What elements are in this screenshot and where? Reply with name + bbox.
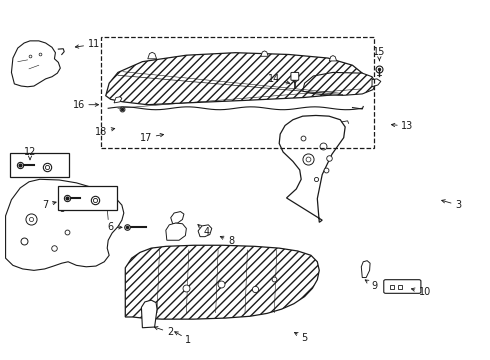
Polygon shape <box>148 52 157 59</box>
Text: 5: 5 <box>294 332 307 343</box>
Polygon shape <box>372 79 381 87</box>
Text: 8: 8 <box>220 236 234 246</box>
Polygon shape <box>5 179 124 270</box>
Polygon shape <box>114 97 122 103</box>
Polygon shape <box>171 212 184 224</box>
FancyBboxPatch shape <box>58 186 117 211</box>
Text: 2: 2 <box>154 327 173 337</box>
Polygon shape <box>106 53 363 105</box>
Text: 15: 15 <box>373 46 386 61</box>
Polygon shape <box>11 41 60 87</box>
Polygon shape <box>261 51 268 56</box>
Text: 18: 18 <box>95 127 115 136</box>
Polygon shape <box>279 116 345 222</box>
Text: 14: 14 <box>268 74 290 84</box>
Text: 12: 12 <box>24 147 36 160</box>
Text: 9: 9 <box>365 280 377 291</box>
Text: 10: 10 <box>412 287 431 297</box>
Polygon shape <box>303 72 376 95</box>
Text: 6: 6 <box>107 222 122 232</box>
Text: 3: 3 <box>441 200 461 210</box>
Polygon shape <box>329 55 337 61</box>
FancyBboxPatch shape <box>291 72 299 80</box>
Text: 16: 16 <box>73 100 98 110</box>
Text: 11: 11 <box>75 40 100 49</box>
Text: 13: 13 <box>392 121 414 131</box>
FancyBboxPatch shape <box>384 280 421 293</box>
Polygon shape <box>142 300 157 328</box>
Polygon shape <box>166 223 186 240</box>
Text: 17: 17 <box>140 133 164 143</box>
Text: 7: 7 <box>42 200 56 210</box>
Polygon shape <box>361 261 370 278</box>
Polygon shape <box>198 225 212 237</box>
Text: 1: 1 <box>175 332 192 345</box>
Polygon shape <box>125 245 319 319</box>
FancyBboxPatch shape <box>10 153 69 177</box>
Text: 4: 4 <box>198 225 210 237</box>
